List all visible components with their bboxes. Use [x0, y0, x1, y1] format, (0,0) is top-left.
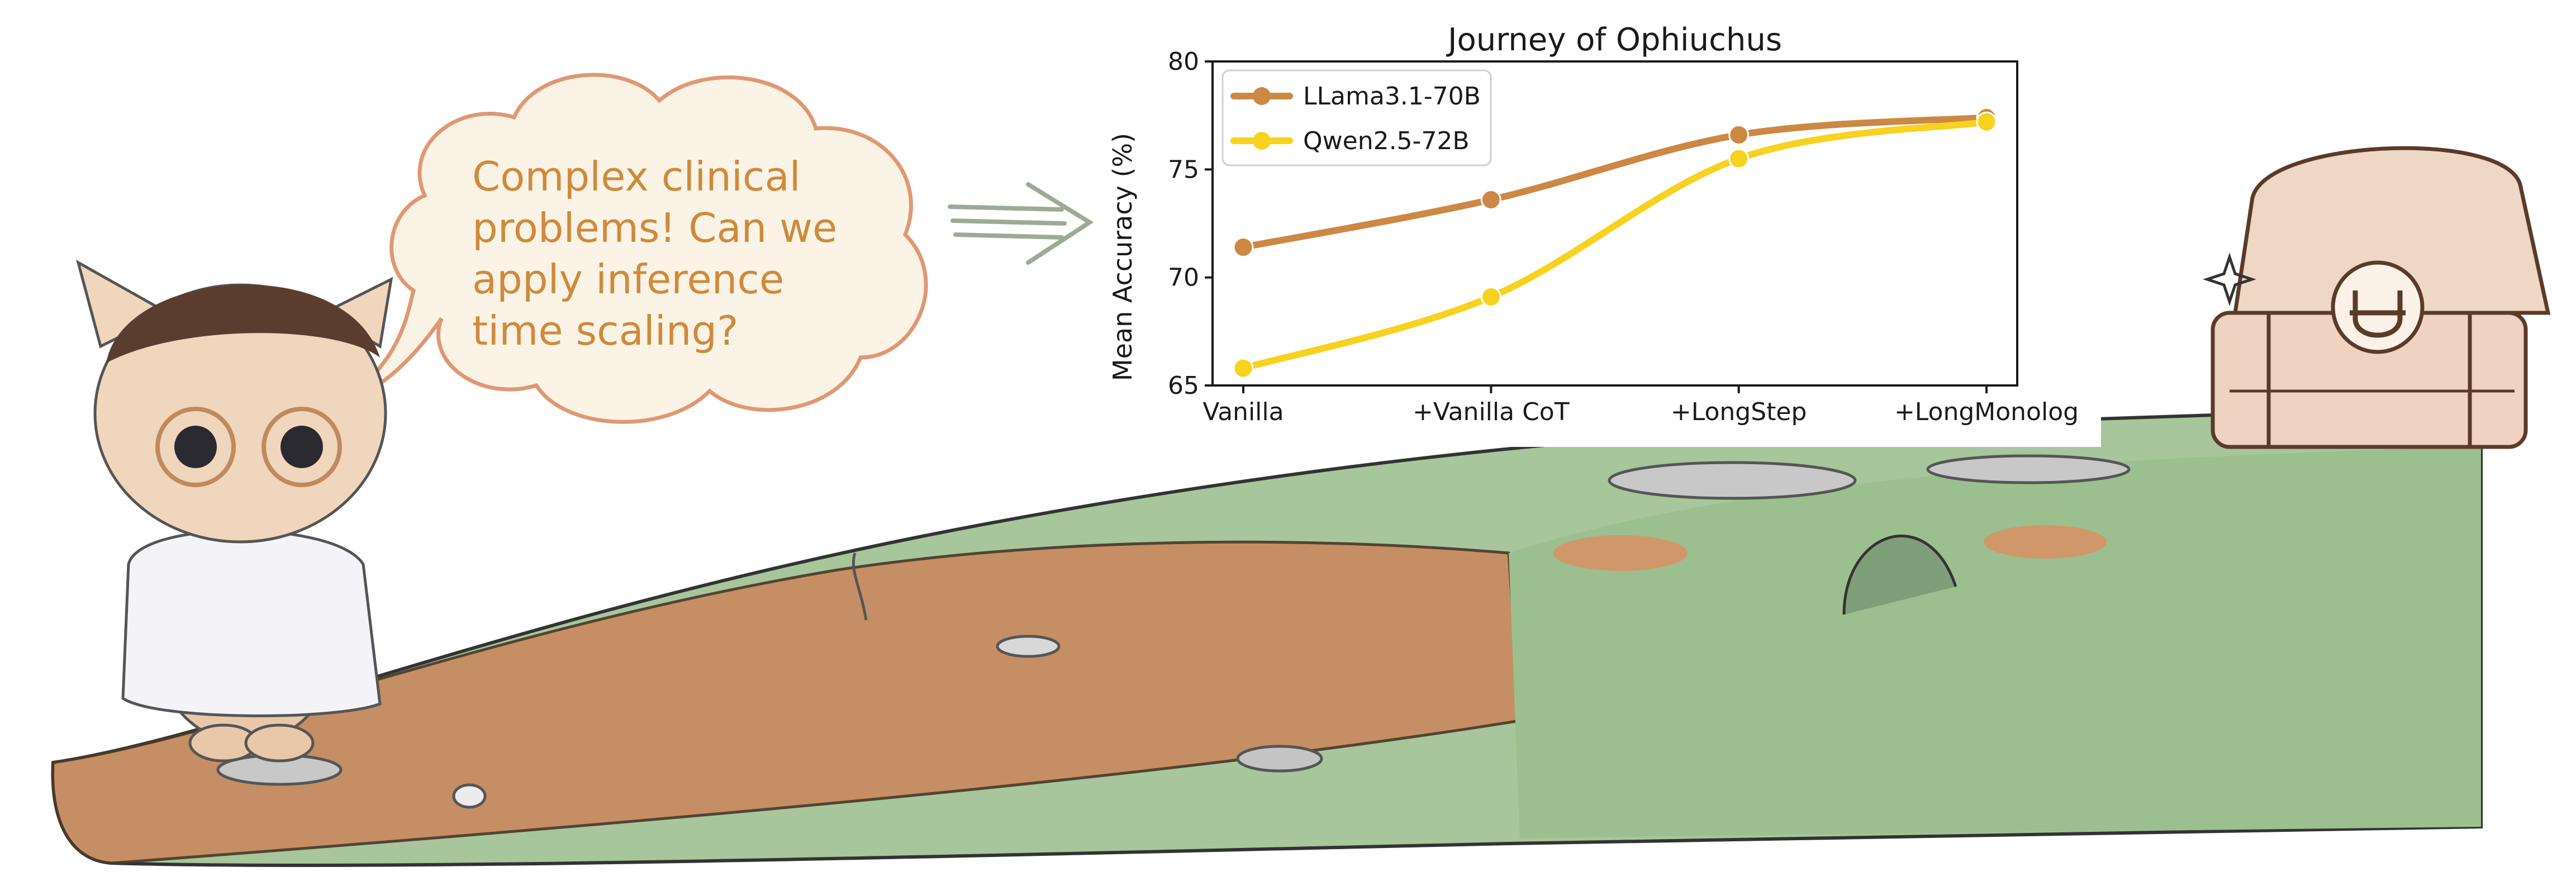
treasure-chest-icon — [2203, 146, 2551, 449]
speech-line: apply inference — [472, 256, 785, 303]
sparkle-icon — [2203, 253, 2256, 306]
speech-line: Complex clinical — [472, 153, 801, 200]
data-point — [1728, 124, 1750, 145]
tree-log-illustration — [51, 411, 2483, 868]
y-tick-label: 65 — [1168, 371, 1199, 400]
data-point — [1233, 358, 1254, 379]
cat-doctor-icon — [76, 259, 393, 763]
data-point — [1233, 237, 1254, 258]
x-tick-label: +LongMonolog — [1894, 398, 2079, 426]
y-tick-label: 70 — [1168, 264, 1199, 292]
y-axis-label: Mean Accuracy (%) — [1108, 133, 1138, 381]
ophiuchus-symbol-icon — [2350, 290, 2406, 338]
x-tick-label: +LongStep — [1671, 398, 1807, 426]
series-layer — [1233, 107, 1997, 379]
legend-label: Qwen2.5-72B — [1303, 127, 1470, 155]
y-tick-label: 80 — [1168, 47, 1199, 76]
x-tick-label: +Vanilla CoT — [1413, 398, 1570, 426]
speech-line: time scaling? — [472, 307, 739, 354]
speech-line: problems! Can we — [472, 204, 838, 251]
chart-title: Journey of Ophiuchus — [1446, 22, 1782, 58]
series-line — [1240, 118, 1990, 372]
chart-legend: LLama3.1-70B Qwen2.5-72B — [1222, 69, 1492, 166]
speech-bubble-text: Complex clinical problems! Can we apply … — [472, 151, 897, 356]
legend-label: LLama3.1-70B — [1303, 82, 1481, 111]
data-point — [1976, 111, 1997, 132]
data-point — [1480, 286, 1501, 307]
legend-marker — [1253, 132, 1271, 150]
x-axis-ticks: Vanilla +Vanilla CoT +LongStep +LongMonolog — [1203, 385, 2079, 426]
x-tick-label: Vanilla — [1203, 398, 1284, 426]
series-line — [1240, 114, 1990, 251]
right-arrow-icon — [948, 182, 1094, 265]
accuracy-line-chart: Journey of Ophiuchus Mean Accuracy (%) 6… — [1095, 11, 2101, 447]
y-axis-ticks: 65 70 75 80 — [1168, 47, 1213, 400]
data-point — [1480, 189, 1501, 210]
data-point — [1728, 148, 1750, 169]
y-tick-label: 75 — [1168, 155, 1199, 184]
legend-marker — [1253, 87, 1271, 105]
plot-frame — [1211, 60, 2018, 387]
